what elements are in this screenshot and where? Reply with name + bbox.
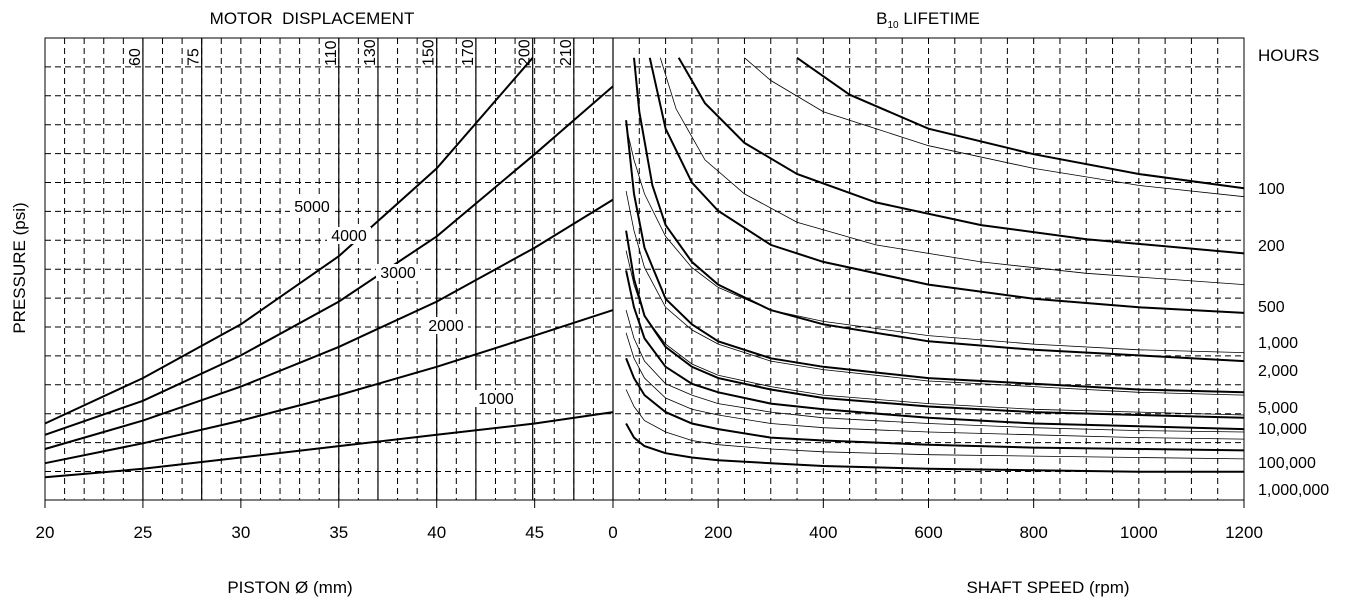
right-chart-title: B10 LIFETIME — [876, 9, 980, 31]
curve-label-bg — [290, 198, 334, 215]
labels: 20 25 30 35 40 45 0 200 400 600 800 1000 1200 60 75 110… — [36, 39, 1330, 542]
displacement-label: 170 — [460, 39, 477, 66]
right-x-tick-label: 400 — [809, 523, 837, 542]
hours-label: 10,000 — [1258, 421, 1307, 438]
displacement-label: 200 — [517, 39, 534, 66]
hours-label: 1,000 — [1258, 335, 1298, 352]
curve-label-bg — [376, 264, 420, 281]
right-x-tick-label: 0 — [608, 523, 617, 542]
left-x-tick-label: 35 — [329, 523, 348, 542]
lifetime-curve — [625, 230, 1245, 419]
lifetime-curve-minor — [625, 309, 1245, 433]
right-x-tick-label: 800 — [1019, 523, 1047, 542]
curve-label-bg — [474, 390, 518, 407]
displacement-label: 130 — [362, 39, 379, 66]
lifetime-curve — [625, 270, 1245, 431]
right-x-tick-label: 1000 — [1120, 523, 1158, 542]
hours-unit-label: HOURS — [1258, 46, 1319, 65]
lifetime-curve — [796, 56, 1245, 190]
grid-lines — [44, 37, 1245, 508]
hours-label: 2,000 — [1258, 363, 1298, 380]
pressure-curve — [44, 198, 614, 450]
lifetime-curve-minor — [659, 57, 1245, 285]
lifetime-curve — [677, 57, 1245, 255]
hours-label: 5,000 — [1258, 400, 1298, 417]
curve-label: 1000 — [478, 391, 514, 408]
lifetime-curve — [648, 57, 1245, 314]
displacement-label: 75 — [186, 48, 203, 66]
right-x-tick-label: 600 — [914, 523, 942, 542]
curves — [44, 56, 1245, 479]
hours-label: 100 — [1258, 181, 1285, 198]
displacement-label: 60 — [127, 48, 144, 66]
lifetime-curve — [625, 357, 1245, 452]
curve-label: 3000 — [380, 265, 416, 282]
pressure-curve — [44, 411, 614, 479]
curve-label-bg — [327, 227, 371, 244]
displacement-label: 210 — [558, 39, 575, 66]
left-x-axis-label: PISTON Ø (mm) — [227, 578, 352, 597]
left-chart-title: MOTOR DISPLACEMENT — [210, 9, 415, 28]
y-axis-label: PRESSURE (psi) — [10, 202, 29, 333]
displacement-label: 150 — [421, 39, 438, 66]
lifetime-curve — [625, 120, 1245, 394]
left-x-tick-label: 20 — [36, 523, 55, 542]
curve-label: 5000 — [294, 199, 330, 216]
lifetime-curve — [633, 57, 1245, 363]
pressure-curve — [44, 309, 614, 465]
lifetime-curve-minor — [625, 332, 1245, 440]
plot-frame — [44, 37, 1245, 501]
lifetime-curve-minor — [625, 125, 1245, 353]
hours-label: 1,000,000 — [1258, 482, 1329, 499]
pressure-curve — [44, 57, 534, 425]
right-x-axis-label: SHAFT SPEED (rpm) — [966, 578, 1129, 597]
lifetime-curve-minor — [744, 57, 1245, 198]
hours-label: 500 — [1258, 299, 1285, 316]
hours-label: 100,000 — [1258, 455, 1316, 472]
curve-label-bg — [424, 317, 468, 334]
lifetime-curve-minor — [625, 191, 1245, 396]
left-x-tick-label: 30 — [231, 523, 250, 542]
lifetime-curve-minor — [625, 389, 1245, 460]
left-x-tick-label: 40 — [427, 523, 446, 542]
left-x-tick-label: 25 — [133, 523, 152, 542]
hours-label: 200 — [1258, 238, 1285, 255]
displacement-label: 110 — [323, 40, 340, 66]
right-x-tick-label: 200 — [704, 523, 732, 542]
left-x-tick-label: 45 — [525, 523, 544, 542]
lifetime-curve — [625, 423, 1244, 473]
curve-label: 2000 — [428, 318, 464, 335]
curve-label: 4000 — [331, 228, 367, 245]
pressure-curve — [44, 85, 614, 436]
right-x-tick-label: 1200 — [1225, 523, 1263, 542]
